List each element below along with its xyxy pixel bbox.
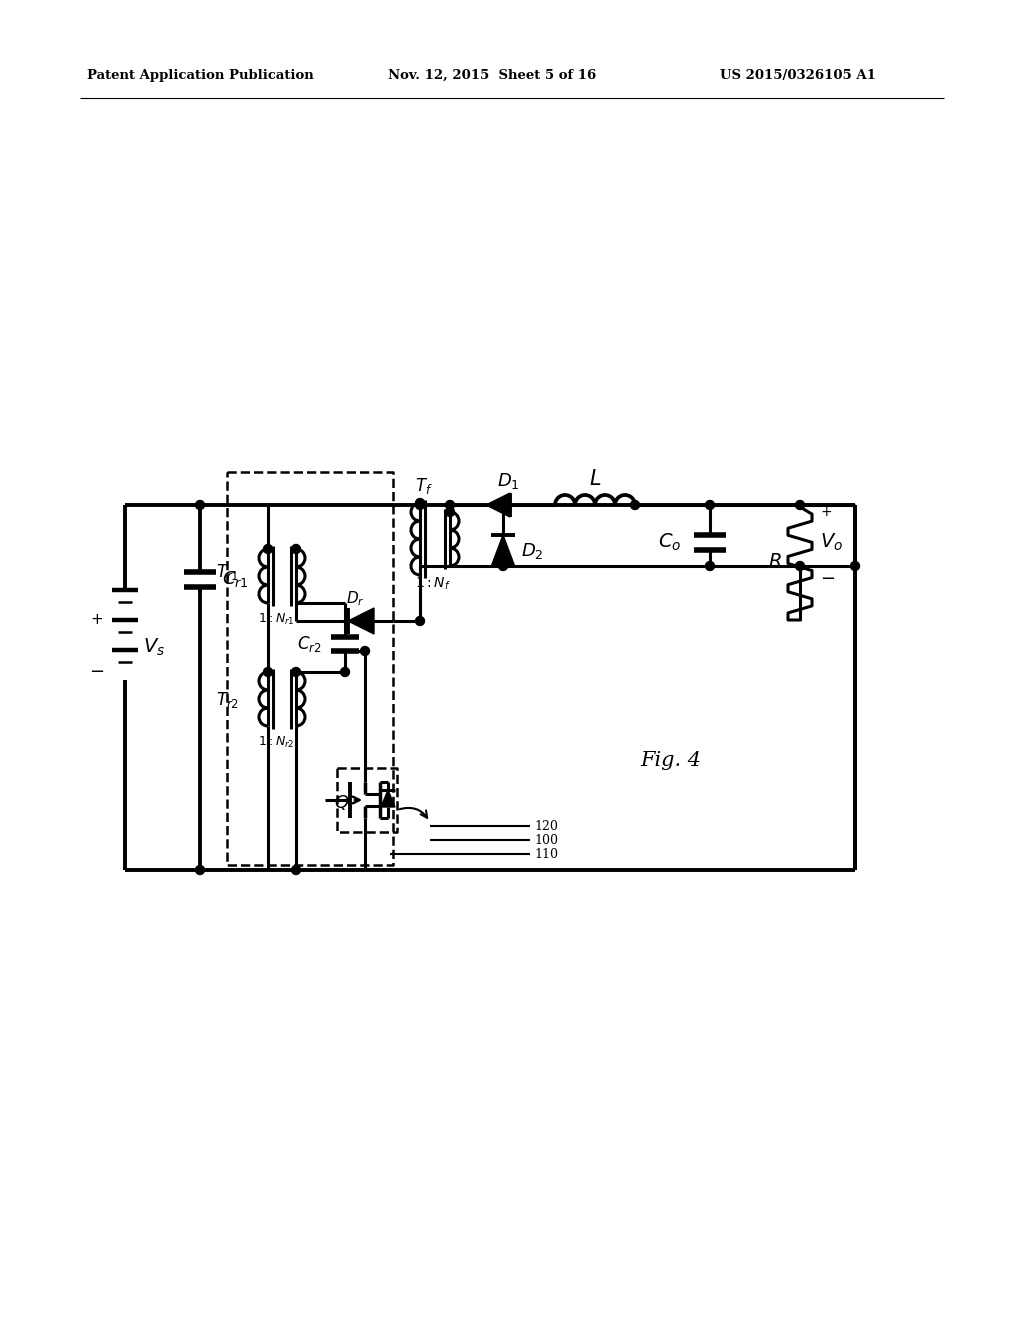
Circle shape xyxy=(196,866,205,874)
Text: $+$: $+$ xyxy=(90,612,103,627)
Circle shape xyxy=(196,500,205,510)
Circle shape xyxy=(292,544,300,553)
Circle shape xyxy=(631,500,640,510)
Text: $D_r$: $D_r$ xyxy=(346,590,365,609)
Circle shape xyxy=(796,500,805,510)
Circle shape xyxy=(499,561,508,570)
Circle shape xyxy=(263,668,272,676)
Text: $Q$: $Q$ xyxy=(334,793,350,813)
Circle shape xyxy=(292,668,300,676)
Text: $1{:}N_f$: $1{:}N_f$ xyxy=(415,576,451,593)
Circle shape xyxy=(341,668,349,676)
Circle shape xyxy=(445,500,455,510)
Text: $V_s$: $V_s$ xyxy=(143,636,165,657)
Circle shape xyxy=(499,500,508,510)
Text: 110: 110 xyxy=(534,847,558,861)
Circle shape xyxy=(416,616,425,626)
Text: $1{:}N_{r1}$: $1{:}N_{r1}$ xyxy=(258,611,295,627)
Text: 120: 120 xyxy=(534,820,558,833)
Text: $V_o$: $V_o$ xyxy=(820,532,843,553)
Text: $C_{r1}$: $C_{r1}$ xyxy=(222,569,249,589)
Text: $T_{r2}$: $T_{r2}$ xyxy=(216,690,240,710)
Text: $T_f$: $T_f$ xyxy=(415,477,433,496)
Text: $L$: $L$ xyxy=(589,469,601,488)
Circle shape xyxy=(706,561,715,570)
Text: $C_{r2}$: $C_{r2}$ xyxy=(297,634,322,653)
Circle shape xyxy=(360,647,370,656)
Circle shape xyxy=(263,544,272,553)
Text: $1{:}N_{r2}$: $1{:}N_{r2}$ xyxy=(258,734,295,750)
Text: $-$: $-$ xyxy=(820,568,836,586)
Text: $D_1$: $D_1$ xyxy=(497,471,520,491)
Text: 100: 100 xyxy=(534,833,558,846)
Circle shape xyxy=(796,561,805,570)
Circle shape xyxy=(416,499,425,507)
Circle shape xyxy=(292,866,300,874)
Polygon shape xyxy=(486,492,510,517)
Text: Nov. 12, 2015  Sheet 5 of 16: Nov. 12, 2015 Sheet 5 of 16 xyxy=(388,69,596,82)
Circle shape xyxy=(416,500,425,510)
Circle shape xyxy=(851,561,859,570)
Circle shape xyxy=(445,507,455,516)
Text: $+$: $+$ xyxy=(820,506,833,519)
Text: $R$: $R$ xyxy=(768,553,781,572)
Polygon shape xyxy=(381,789,395,807)
Text: US 2015/0326105 A1: US 2015/0326105 A1 xyxy=(720,69,876,82)
Text: $-$: $-$ xyxy=(89,661,104,678)
FancyArrowPatch shape xyxy=(399,808,427,818)
Polygon shape xyxy=(348,609,374,634)
Circle shape xyxy=(706,500,715,510)
Text: Patent Application Publication: Patent Application Publication xyxy=(87,69,313,82)
Polygon shape xyxy=(490,535,515,568)
Text: $C_o$: $C_o$ xyxy=(658,532,681,553)
Text: Fig. 4: Fig. 4 xyxy=(640,751,701,770)
Text: $D_2$: $D_2$ xyxy=(521,541,544,561)
Text: $T_{r1}$: $T_{r1}$ xyxy=(216,562,240,582)
